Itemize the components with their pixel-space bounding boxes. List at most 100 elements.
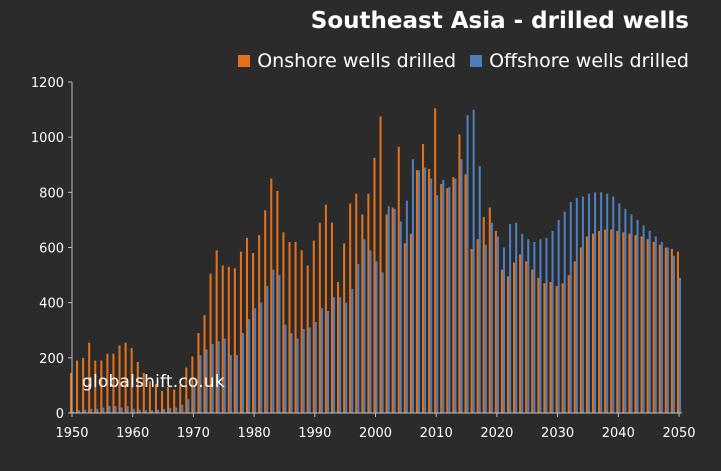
onshore-bar-1995 (343, 243, 346, 413)
offshore-bar-2033 (575, 197, 578, 413)
y-tick-label: 400 (39, 297, 64, 312)
onshore-bar-2034 (579, 247, 582, 413)
onshore-bar-1988 (300, 250, 303, 413)
onshore-bar-2007 (415, 170, 418, 413)
onshore-bar-1999 (367, 193, 370, 413)
onshore-bar-2006 (409, 233, 412, 413)
offshore-bar-2037 (600, 192, 603, 413)
offshore-bar-2050 (679, 277, 682, 413)
offshore-bar-1978 (241, 333, 245, 413)
x-tick-label: 2040 (602, 426, 635, 441)
onshore-bar-1959 (124, 342, 127, 413)
x-tick-label: 2000 (359, 426, 392, 441)
onshore-bar-2015 (464, 174, 467, 413)
onshore-bar-1983 (270, 178, 273, 413)
onshore-bar-1961 (136, 361, 139, 413)
offshore-bar-1962 (144, 410, 147, 413)
offshore-bar-2022 (509, 224, 512, 413)
onshore-bar-1971 (197, 333, 200, 413)
onshore-bar-2000 (373, 157, 376, 413)
offshore-bar-2036 (594, 192, 597, 413)
watermark: globalshift.co.uk (82, 372, 225, 392)
offshore-bar-2039 (612, 196, 615, 413)
offshore-bar-2009 (430, 178, 433, 413)
onshore-bar-1969 (185, 367, 188, 413)
onshore-bar-2011 (440, 184, 443, 413)
onshore-bar-1980 (252, 253, 255, 413)
y-tick-label: 0 (56, 407, 64, 422)
onshore-bar-2029 (549, 281, 552, 413)
onshore-bar-1962 (142, 373, 145, 413)
x-tick-label: 2030 (541, 426, 574, 441)
offshore-bar-2020 (496, 236, 499, 413)
offshore-bar-2017 (478, 166, 481, 413)
onshore-bar-2038 (604, 229, 607, 413)
offshore-bar-1990 (314, 321, 317, 413)
onshore-bar-2045 (646, 239, 649, 413)
offshore-bar-1968 (181, 404, 184, 413)
x-tick-label: 1990 (298, 426, 331, 441)
offshore-bar-2034 (581, 196, 584, 413)
x-tick-label: 2010 (420, 426, 453, 441)
onshore-bar-1998 (361, 214, 364, 413)
offshore-bar-1981 (260, 302, 263, 413)
offshore-bar-1953 (90, 408, 93, 413)
offshore-bar-2049 (672, 255, 675, 413)
onshore-bar-2035 (585, 236, 588, 413)
offshore-bar-1976 (229, 355, 232, 413)
x-tick-label: 2020 (480, 426, 513, 441)
offshore-bar-1992 (326, 310, 329, 413)
offshore-bar-1984 (278, 275, 281, 413)
offshore-bar-1980 (254, 308, 257, 413)
y-axis: 0 200 400 600 800 1000 1200 (31, 76, 73, 422)
x-tick-label: 1970 (177, 426, 210, 441)
onshore-bar-1984 (276, 190, 279, 413)
onshore-bar-1957 (112, 353, 115, 413)
onshore-bar-1976 (227, 266, 230, 413)
offshore-bar-2010 (436, 195, 439, 413)
onshore-bar-1997 (355, 193, 358, 413)
onshore-bar-1964 (154, 384, 157, 413)
onshore-bar-2041 (622, 232, 625, 413)
onshore-bar-1987 (294, 241, 297, 413)
onshore-bar-1955 (100, 360, 103, 413)
onshore-bar-2050 (676, 251, 679, 413)
onshore-bar-1953 (88, 342, 91, 413)
onshore-bar-1967 (173, 389, 176, 413)
offshore-bar-2028 (545, 237, 548, 413)
onshore-bar-2024 (519, 254, 522, 413)
offshore-bar-1989 (308, 327, 311, 413)
offshore-bar-2029 (551, 230, 554, 413)
offshore-bar-1959 (126, 406, 129, 413)
onshore-bar-2012 (446, 188, 449, 413)
onshore-bar-2047 (658, 244, 661, 413)
offshore-bar-1975 (223, 338, 226, 413)
offshore-bar-1977 (235, 355, 238, 413)
offshore-bar-2038 (606, 193, 609, 413)
offshore-bar-1998 (363, 239, 366, 413)
offshore-bar-1963 (150, 410, 153, 413)
onshore-bar-1996 (349, 203, 352, 413)
onshore-bar-1981 (258, 235, 261, 413)
offshore-bar-1993 (333, 297, 336, 413)
offshore-bar-2013 (454, 178, 457, 413)
offshore-bar-2041 (624, 208, 627, 413)
onshore-bar-2001 (379, 116, 382, 413)
onshore-bar-1991 (318, 222, 321, 413)
onshore-bar-2044 (640, 236, 643, 413)
offshore-bar-1997 (357, 264, 360, 413)
offshore-bar-2001 (381, 272, 384, 413)
onshore-bar-1970 (191, 356, 194, 413)
offshore-bar-1988 (302, 328, 305, 413)
onshore-bar-2031 (561, 283, 564, 413)
onshore-bar-2039 (610, 229, 613, 413)
offshore-bar-2045 (648, 230, 651, 413)
offshore-bar-1986 (290, 333, 293, 413)
legend-label-offshore: Offshore wells drilled (489, 50, 689, 72)
offshore-bar-2031 (563, 211, 566, 413)
y-tick-label: 1000 (31, 131, 64, 146)
offshore-bar-2018 (484, 244, 487, 413)
offshore-bar-1966 (169, 408, 172, 413)
onshore-bar-2025 (525, 261, 528, 413)
